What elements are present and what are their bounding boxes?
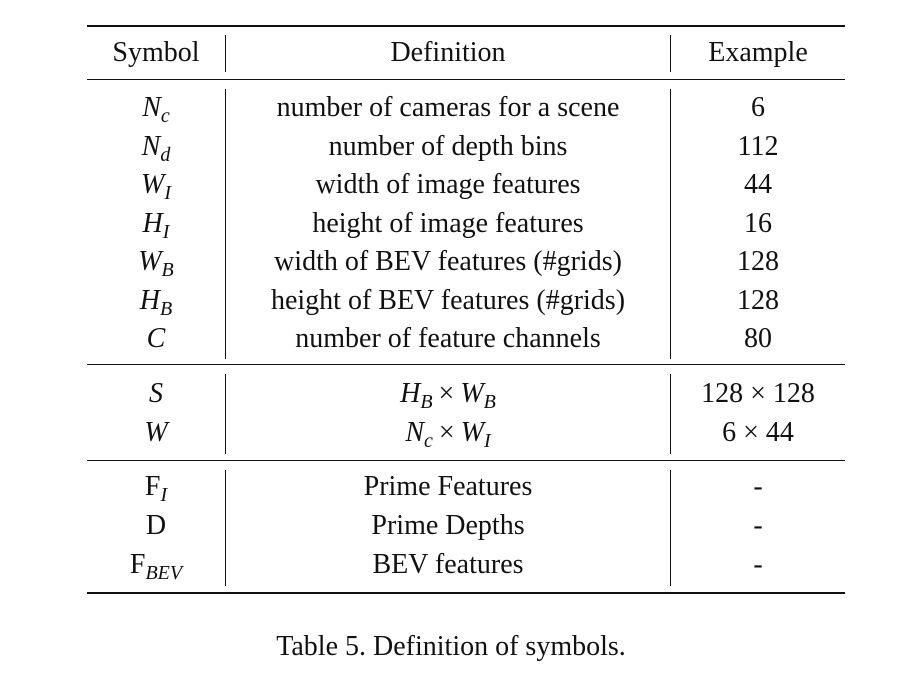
bottom-rule	[87, 592, 845, 594]
row-symbol: FBEV	[129, 549, 183, 584]
row-definition: number of cameras for a scene	[276, 92, 620, 123]
row-example: -	[753, 471, 763, 502]
row-example: 80	[744, 323, 772, 354]
top-rule	[87, 25, 845, 27]
row-example: -	[753, 510, 763, 541]
block2-separator-left	[225, 374, 227, 454]
row-example: 44	[744, 169, 772, 200]
row-symbol: WI	[141, 169, 171, 204]
row-example: 112	[737, 131, 779, 162]
row-definition: width of BEV features (#grids)	[274, 246, 622, 277]
header-separator-right	[670, 35, 672, 72]
row-symbol: Nd	[141, 131, 171, 166]
section-rule-1	[87, 364, 845, 366]
row-symbol: D	[145, 510, 167, 541]
row-example: 6	[751, 92, 765, 123]
row-symbol: WB	[138, 246, 174, 281]
row-symbol: C	[146, 323, 166, 354]
block3-separator-right	[670, 470, 672, 586]
row-example: 16	[744, 208, 772, 239]
section-rule-2	[87, 460, 845, 462]
row-symbol: HB	[139, 285, 173, 320]
row-symbol: Nc	[142, 92, 170, 127]
row-definition: width of image features	[315, 169, 581, 200]
header-rule	[87, 79, 845, 81]
block1-separator-left	[225, 89, 227, 359]
block2-separator-right	[670, 374, 672, 454]
row-definition: Prime Features	[363, 471, 533, 502]
row-symbol: S	[149, 378, 163, 409]
block1-separator-right	[670, 89, 672, 359]
row-definition: number of depth bins	[328, 131, 568, 162]
row-definition: height of image features	[312, 208, 584, 239]
row-example: 128	[737, 285, 779, 316]
row-definition: Nc × WI	[405, 417, 491, 452]
header-definition: Definition	[390, 37, 506, 68]
header-separator-left	[225, 35, 227, 72]
row-definition: height of BEV features (#grids)	[270, 285, 626, 316]
row-definition: number of feature channels	[295, 323, 601, 354]
row-symbol: W	[144, 417, 168, 448]
row-symbol: FI	[144, 471, 168, 506]
row-example: 128 × 128	[701, 378, 815, 409]
row-definition: HB × WB	[400, 378, 496, 413]
row-example: -	[753, 549, 763, 580]
block3-separator-left	[225, 470, 227, 586]
header-example: Example	[708, 37, 808, 68]
row-symbol: HI	[142, 208, 170, 243]
header-symbol: Symbol	[112, 37, 200, 68]
row-definition: BEV features	[372, 549, 524, 580]
row-example: 128	[737, 246, 779, 277]
row-definition: Prime Depths	[371, 510, 525, 541]
table-caption: Table 5. Definition of symbols.	[276, 631, 626, 662]
row-example: 6 × 44	[722, 417, 794, 448]
